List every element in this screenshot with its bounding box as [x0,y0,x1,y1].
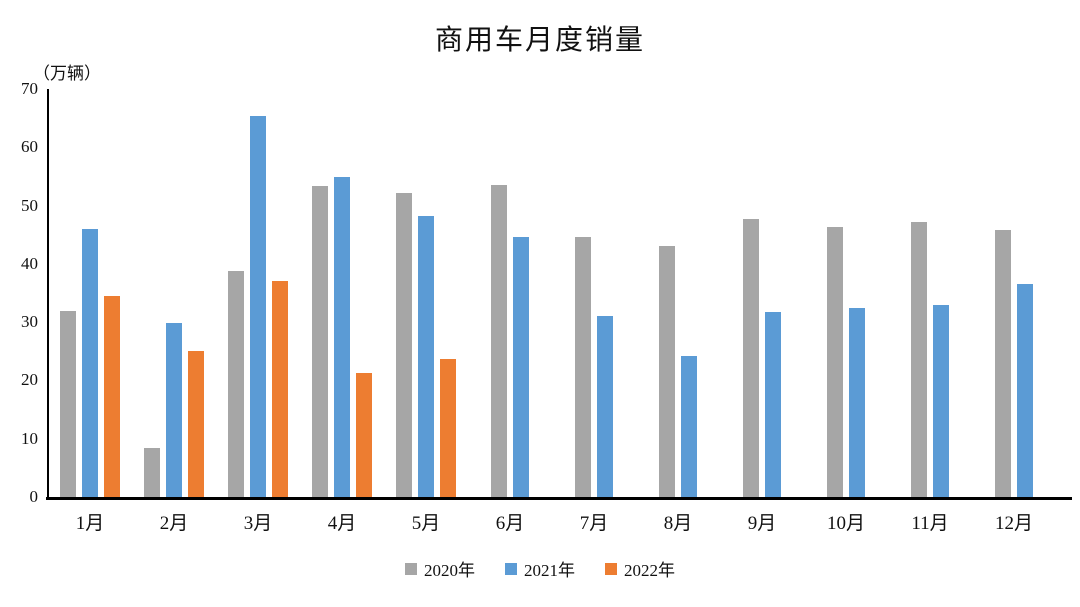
bar-group-1月 [48,89,132,497]
x-axis-label-2月: 2月 [159,513,189,534]
plot-area [48,89,1056,497]
legend-label: 2022年 [624,561,675,580]
bar-2020年-1月 [60,310,76,497]
bar-2020年-6月 [491,184,507,497]
y-axis-unit-label: （万辆） [33,64,101,83]
legend: 2020年 2021年 2022年 [0,556,1080,581]
x-axis-label-9月: 9月 [747,513,777,534]
y-tick-label: 50 [21,195,38,215]
bar-2021年-10月 [849,307,865,497]
bar-2022年-3月 [272,281,288,497]
x-axis-label-5月: 5月 [411,513,441,534]
x-axis-label-3月: 3月 [243,513,273,534]
bar-2021年-9月 [765,312,781,497]
bar-2020年-2月 [144,448,160,497]
bar-2020年-9月 [743,218,759,497]
y-tick-label: 0 [29,487,39,506]
bar-group-4月 [300,89,384,497]
bar-2020年-8月 [659,245,675,497]
bar-2020年-12月 [995,230,1011,497]
y-axis-line [47,89,49,498]
y-tick-label: 30 [21,312,38,332]
y-tick-label: 20 [21,370,38,390]
bar-2022年-5月 [440,359,456,497]
x-axis-label-10月: 10月 [826,513,865,534]
bar-2021年-11月 [933,304,949,497]
bar-2022年-1月 [104,295,120,497]
x-axis-label-12月: 12月 [994,513,1033,534]
x-axis-label-11月: 11月 [911,513,949,534]
bar-2022年-4月 [356,372,372,497]
bar-2021年-12月 [1017,284,1033,497]
bar-group-9月 [720,89,804,497]
x-axis-label-8月: 8月 [663,513,693,534]
bar-group-10月 [804,89,888,497]
x-axis-label-1月: 1月 [75,513,105,534]
bar-2021年-2月 [166,323,182,497]
legend-item-2022年: 2022年 [605,556,675,581]
bar-2020年-3月 [228,271,244,497]
legend-item-2021年: 2021年 [505,556,575,581]
x-axis-label-6月: 6月 [495,513,525,534]
bar-2021年-4月 [334,177,350,497]
bar-group-7月 [552,89,636,497]
y-tick-label: 70 [21,79,38,98]
x-axis-label-7月: 7月 [579,513,609,534]
bar-2020年-4月 [312,185,328,497]
bar-group-8月 [636,89,720,497]
y-tick-label: 40 [21,253,38,273]
bar-2021年-5月 [418,216,434,497]
legend-label: 2021年 [524,561,575,580]
bar-2021年-1月 [82,228,98,497]
y-tick-label: 10 [21,428,38,448]
legend-swatch-icon [605,562,617,575]
bar-2021年-6月 [513,237,529,497]
bar-group-6月 [468,89,552,497]
chart-title: 商用车月度销量 [434,25,645,56]
bar-group-5月 [384,89,468,497]
legend-swatch-icon [405,562,417,575]
legend-label: 2020年 [424,561,475,580]
bar-2020年-7月 [575,237,591,497]
bar-group-2月 [132,89,216,497]
bar-group-11月 [888,89,972,497]
bar-2020年-10月 [827,226,843,497]
y-tick-label: 60 [21,137,38,157]
bar-2021年-7月 [597,315,613,497]
x-axis-label-4月: 4月 [327,513,357,534]
bar-group-12月 [972,89,1056,497]
bar-2020年-11月 [911,222,927,497]
x-axis-line [46,497,1072,500]
legend-item-2020年: 2020年 [405,556,475,581]
legend-swatch-icon [505,562,517,575]
bar-2021年-8月 [681,355,697,497]
bar-2021年-3月 [250,115,266,497]
bar-group-3月 [216,89,300,497]
bar-2022年-2月 [188,351,204,497]
bar-2020年-5月 [396,193,412,497]
